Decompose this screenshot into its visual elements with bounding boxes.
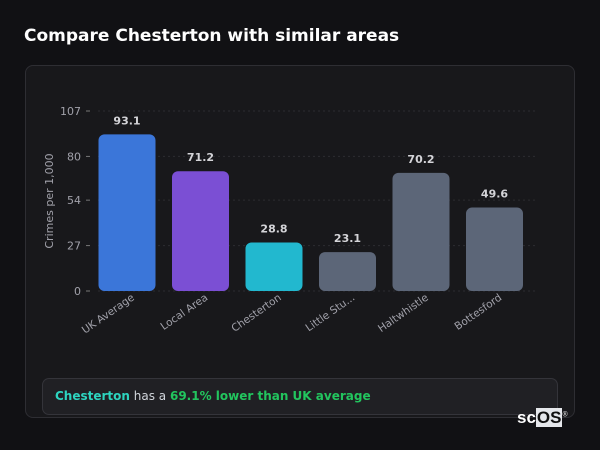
bar-local-area xyxy=(172,171,229,291)
bar-little-stu- xyxy=(319,252,376,291)
bar-bottesford xyxy=(466,207,523,291)
x-tick-label: Chesterton xyxy=(229,292,283,335)
y-tick-label: 80 xyxy=(67,150,81,163)
y-axis-label: Crimes per 1,000 xyxy=(43,153,56,248)
value-label: 49.6 xyxy=(481,188,508,201)
x-tick-label: Haltwhistle xyxy=(376,292,431,335)
value-label: 70.2 xyxy=(407,153,434,166)
summary-box: Chesterton has a 69.1% lower than UK ave… xyxy=(42,378,558,415)
y-tick-label: 107 xyxy=(60,105,81,118)
summary-middle: has a xyxy=(129,389,170,403)
y-tick-label: 0 xyxy=(74,285,81,298)
summary-comparison: 69.1% lower than UK average xyxy=(169,389,371,403)
summary-area: Chesterton xyxy=(55,389,130,403)
bar-haltwhistle xyxy=(392,172,450,291)
x-tick-label: Local Area xyxy=(159,292,211,333)
page-title: Compare Chesterton with similar areas xyxy=(24,26,400,46)
bar-uk-average xyxy=(98,134,156,291)
scos-logo: scOS® xyxy=(517,408,568,427)
y-tick-label: 27 xyxy=(67,240,81,253)
x-tick-label: UK Average xyxy=(80,292,137,337)
value-label: 93.1 xyxy=(113,114,140,127)
value-label: 23.1 xyxy=(334,232,361,245)
y-tick-label: 54 xyxy=(67,194,81,207)
x-tick-label: Bottesford xyxy=(453,292,505,333)
bar-chesterton xyxy=(245,242,303,291)
value-label: 28.8 xyxy=(260,223,287,236)
x-tick-label: Little Stu... xyxy=(304,292,358,335)
value-label: 71.2 xyxy=(187,151,214,164)
